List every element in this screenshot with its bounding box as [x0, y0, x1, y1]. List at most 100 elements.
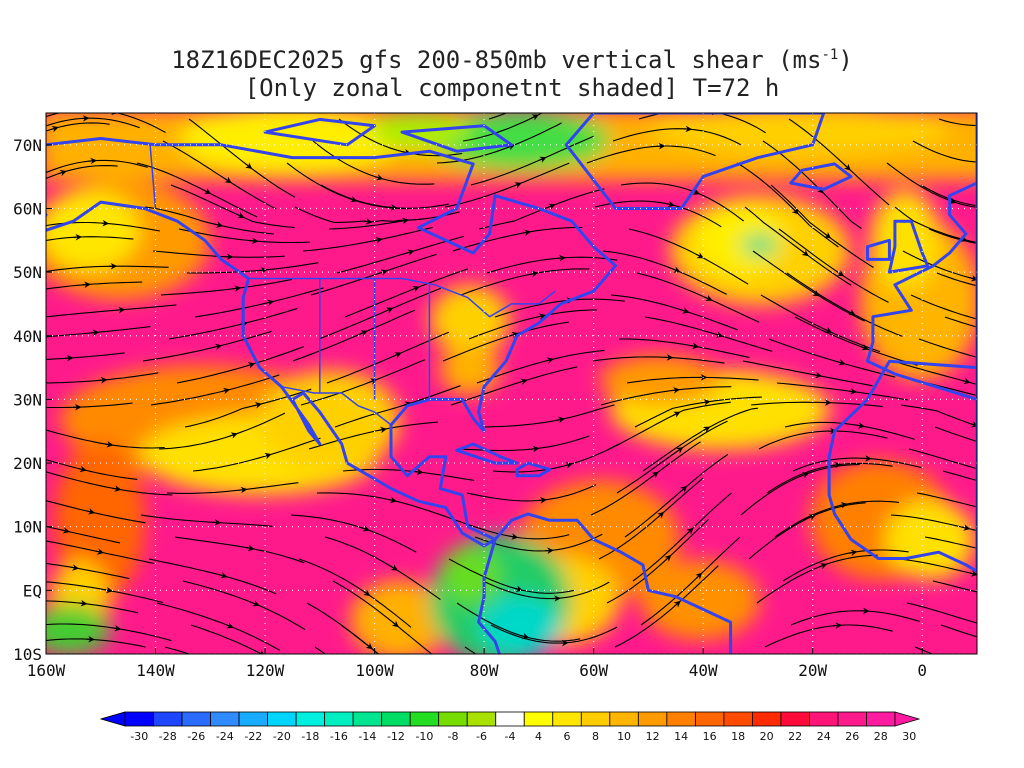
colorbar-swatch	[210, 711, 240, 727]
colorbar-label: 8	[592, 730, 599, 743]
streamline	[344, 268, 469, 318]
colorbar-label: -8	[447, 730, 458, 743]
streamline	[46, 122, 110, 132]
map-title-line2: [Only zonal componetnt shaded] T=72 h	[244, 74, 780, 102]
streamline-arrow	[236, 212, 245, 219]
streamline	[784, 421, 915, 440]
streamline-arrow	[547, 203, 556, 210]
lat-tick-label: 20N	[13, 454, 42, 473]
streamline	[456, 602, 581, 642]
streamline-arrow	[1014, 336, 1020, 337]
streamline	[632, 492, 732, 582]
streamline	[940, 624, 977, 638]
streamline	[470, 135, 594, 186]
streamline-arrow	[813, 371, 823, 379]
streamline	[760, 294, 881, 353]
coastline-segment	[515, 461, 552, 478]
streamline	[640, 536, 740, 626]
streamline-arrow	[112, 485, 122, 492]
streamline-arrow	[702, 426, 711, 433]
streamline-arrow	[224, 176, 232, 184]
streamline	[46, 326, 151, 338]
streamline-arrow	[391, 620, 399, 628]
streamline	[486, 256, 618, 274]
streamline	[458, 435, 590, 452]
streamline	[144, 206, 275, 235]
streamline	[302, 226, 433, 252]
streamline	[312, 140, 435, 185]
streamline-arrow	[702, 399, 711, 406]
streamline	[786, 272, 903, 337]
streamline-arrow	[981, 675, 987, 677]
streamline	[624, 453, 729, 538]
streamline-arrow	[530, 114, 539, 121]
streamline-arrow	[400, 217, 410, 225]
political-border	[281, 385, 392, 426]
streamline	[46, 540, 155, 565]
streamline-arrow	[221, 387, 231, 395]
lat-tick-label: 70N	[13, 136, 42, 155]
coastline-segment	[46, 137, 618, 548]
streamline-arrow	[86, 508, 96, 515]
streamline	[628, 228, 749, 285]
colorbar-swatch	[181, 711, 211, 727]
streamline-arrow	[411, 286, 420, 293]
streamline-arrow	[385, 307, 394, 314]
coastline-segment	[887, 219, 930, 274]
streamline-arrow	[672, 411, 681, 418]
streamline	[187, 262, 319, 274]
streamline	[46, 281, 143, 290]
streamline-arrow	[1010, 118, 1016, 120]
streamline	[46, 402, 133, 409]
streamline	[156, 602, 281, 651]
colorbar-label: 20	[760, 730, 774, 743]
colorbar-swatch	[124, 711, 154, 727]
streamline	[934, 426, 977, 443]
colorbar-label: -24	[216, 730, 234, 743]
streamline	[192, 437, 321, 472]
streamline-arrow	[978, 469, 984, 471]
streamline-arrow	[823, 231, 832, 239]
streamline-arrow	[513, 182, 522, 189]
streamline	[340, 624, 379, 654]
streamline	[474, 533, 603, 552]
streamline	[46, 459, 138, 480]
colorbar-label: 26	[845, 730, 859, 743]
streamline-arrow	[213, 343, 223, 351]
colorbar-swatch	[352, 711, 383, 727]
streamline	[928, 228, 977, 244]
streamline-arrow	[545, 357, 554, 364]
streamline-arrow	[962, 377, 971, 385]
streamline-arrow	[246, 362, 256, 369]
streamline	[944, 316, 977, 328]
streamline-arrow	[253, 402, 263, 409]
colorbar-label: -22	[244, 730, 262, 743]
streamline	[448, 558, 575, 594]
lat-tick-label: 10S	[13, 645, 42, 664]
colorbar-label: -4	[505, 730, 516, 743]
streamline	[140, 514, 273, 527]
streamline-arrow	[839, 501, 848, 509]
streamline-arrow	[554, 86, 559, 89]
streamline	[758, 430, 888, 450]
streamline-arrow	[680, 485, 688, 493]
colorbar-swatch	[238, 711, 268, 727]
streamline-arrow	[690, 342, 700, 350]
streamline-arrow	[847, 309, 856, 316]
streamline	[592, 356, 725, 364]
streamline	[894, 206, 977, 243]
streamline	[182, 580, 306, 631]
streamline	[906, 602, 977, 624]
streamline-arrow	[397, 670, 402, 674]
streamline	[924, 536, 977, 549]
streamline-arrow	[514, 585, 523, 592]
streamline-arrow	[995, 552, 1001, 553]
streamline-arrow	[78, 599, 88, 607]
coastline-segment	[866, 238, 891, 261]
streamline-arrow	[50, 125, 59, 133]
streamline	[476, 349, 605, 384]
colorbar: -30 -28 -26 -24 -22 -20 -18 -16 -14 -12 -10 -8 -6 -4 4…	[99, 711, 921, 743]
streamline	[46, 581, 164, 604]
streamline-arrow	[95, 548, 105, 555]
streamline	[466, 484, 597, 502]
